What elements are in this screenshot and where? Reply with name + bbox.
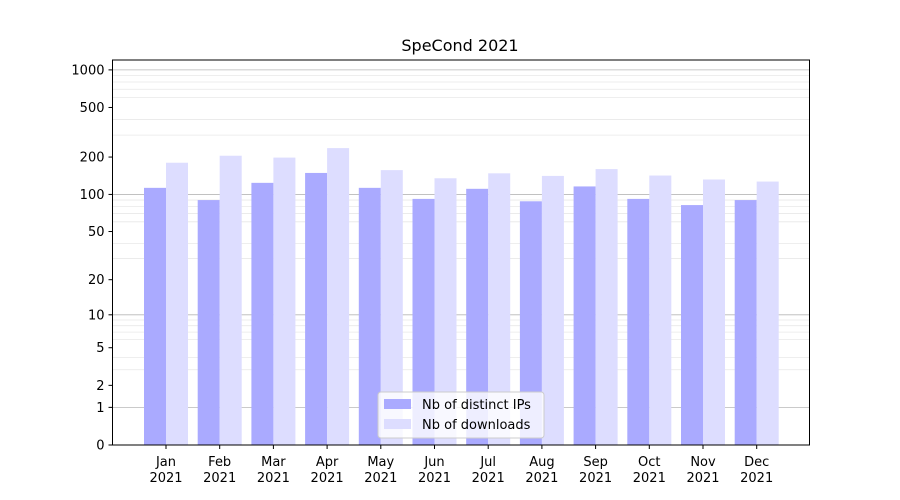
bar-downloads bbox=[595, 169, 618, 445]
chart-title: SpeCond 2021 bbox=[401, 36, 518, 55]
bar-distinct-ips bbox=[466, 188, 489, 445]
x-tick-label: Mar 2021 bbox=[257, 455, 290, 486]
bar-distinct-ips bbox=[681, 205, 703, 445]
y-tick-label: 500 bbox=[80, 101, 105, 116]
bar-downloads bbox=[273, 157, 296, 446]
x-tick-label: May 2021 bbox=[364, 455, 397, 486]
bar-distinct-ips bbox=[197, 200, 220, 445]
legend-label: Nb of distinct IPs bbox=[422, 398, 531, 413]
legend-label: Nb of downloads bbox=[422, 418, 531, 433]
bar-distinct-ips bbox=[358, 187, 381, 445]
legend: Nb of distinct IPs Nb of downloads bbox=[377, 391, 545, 439]
bar-distinct-ips bbox=[144, 187, 166, 445]
y-tick-label: 100 bbox=[80, 188, 105, 203]
legend-swatch bbox=[384, 419, 411, 429]
bar-downloads bbox=[488, 173, 511, 445]
bar-distinct-ips bbox=[251, 182, 274, 445]
legend-swatch bbox=[384, 399, 411, 409]
bar-distinct-ips bbox=[573, 186, 596, 445]
bar-downloads bbox=[703, 179, 725, 446]
bar-distinct-ips bbox=[519, 201, 542, 445]
x-tick-label: Aug 2021 bbox=[525, 455, 558, 486]
bar-downloads bbox=[380, 170, 403, 445]
x-tick-label: Feb 2021 bbox=[203, 455, 236, 486]
x-tick-label: Jan 2021 bbox=[149, 455, 182, 486]
legend-box bbox=[377, 391, 545, 439]
x-tick-label: Apr 2021 bbox=[311, 455, 344, 486]
bar-downloads bbox=[166, 162, 188, 446]
bar-downloads bbox=[541, 175, 564, 446]
y-tick-label: 1000 bbox=[71, 63, 104, 78]
bar-distinct-ips bbox=[305, 172, 328, 445]
y-tick-label: 200 bbox=[80, 151, 105, 166]
bars bbox=[144, 148, 779, 446]
bar-downloads bbox=[756, 181, 779, 445]
x-tick-label: Nov 2021 bbox=[686, 455, 719, 486]
y-axis: 0 1 2 5 10 20 50 100 200 500 1000 bbox=[71, 63, 113, 454]
x-tick-label: Jul 2021 bbox=[472, 455, 505, 486]
y-tick-label: 1 bbox=[96, 401, 104, 416]
bar-downloads bbox=[219, 155, 242, 445]
y-tick-label: 50 bbox=[88, 225, 105, 240]
bar-downloads bbox=[327, 148, 350, 445]
plot-frame bbox=[112, 59, 810, 446]
bar-downloads bbox=[434, 178, 457, 445]
bar-distinct-ips bbox=[627, 198, 650, 445]
y-tick-label: 0 bbox=[96, 439, 104, 454]
x-tick-label: Jun 2021 bbox=[418, 455, 451, 486]
bar-distinct-ips bbox=[412, 198, 435, 445]
x-tick-label: Oct 2021 bbox=[633, 455, 666, 486]
y-tick-label: 5 bbox=[96, 341, 104, 356]
x-axis: Jan 2021 Feb 2021 Mar 2021 Apr 2021 May 2021 Jun 20… bbox=[149, 445, 773, 486]
bar-distinct-ips bbox=[734, 200, 757, 445]
y-tick-label: 20 bbox=[88, 273, 105, 288]
y-tick-label: 10 bbox=[88, 308, 105, 323]
x-tick-label: Dec 2021 bbox=[740, 455, 773, 486]
x-tick-label: Sep 2021 bbox=[579, 455, 612, 486]
y-tick-label: 2 bbox=[96, 379, 104, 394]
bar-downloads bbox=[649, 175, 672, 445]
